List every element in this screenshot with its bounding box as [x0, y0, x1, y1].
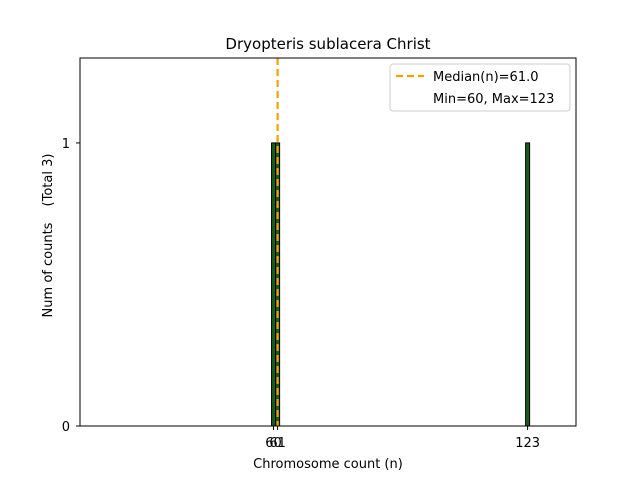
x-tick-label-123: 123: [515, 436, 540, 451]
y-tick-label-1: 1: [62, 137, 70, 152]
legend-median-label: Median(n)=61.0: [433, 70, 539, 85]
x-axis-label: Chromosome count (n): [253, 457, 403, 472]
x-tick-label-60: 60: [265, 436, 282, 451]
bar-60: [271, 142, 277, 427]
legend-range-label: Min=60, Max=123: [433, 92, 554, 107]
bars-layer: [271, 142, 531, 427]
y-axis-total-label: (Total 3): [41, 154, 56, 207]
plot-frame: [79, 57, 577, 427]
legend: Median(n)=61.0 Min=60, Max=123: [389, 63, 571, 112]
y-axis-label: Num of counts: [41, 222, 56, 317]
x-tick-label-61: 61: [269, 436, 286, 451]
legend-box: [389, 63, 571, 112]
y-tick-label-0: 0: [62, 420, 70, 435]
bar-123: [525, 142, 531, 427]
y-ticks: 01: [62, 137, 80, 435]
chart-title: Dryopteris sublacera Christ: [225, 35, 430, 53]
